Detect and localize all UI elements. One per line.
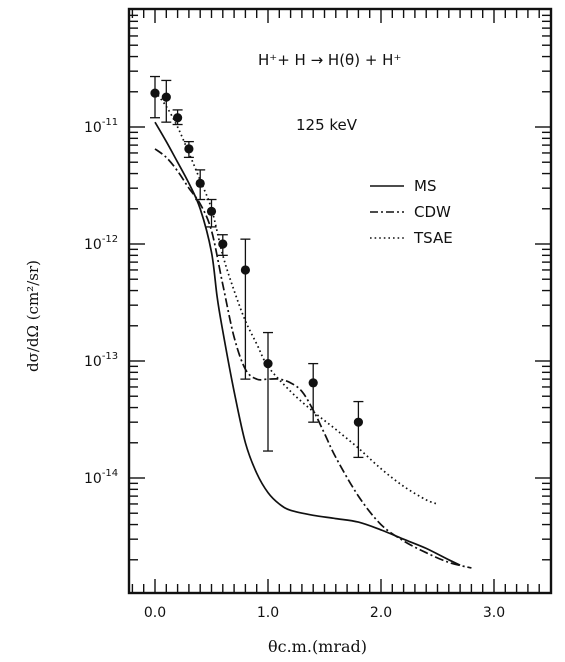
data-point (218, 239, 228, 249)
legend-label-ms: MS (414, 177, 436, 195)
plot-frame (127, 7, 553, 595)
legend-label-cdw: CDW (414, 203, 451, 221)
curve-cdw (154, 148, 472, 569)
data-point (161, 92, 171, 102)
curve-tsae (154, 91, 438, 505)
y-axis-label: dσ/dΩ (cm²/sr) (24, 260, 42, 372)
x-tick-label: 2.0 (370, 605, 392, 621)
reaction-annotation: H⁺+ H → H(θ) + H⁺ (258, 51, 401, 69)
legend-label-tsae: TSAE (413, 229, 453, 247)
data-point (184, 144, 194, 154)
data-points (150, 75, 364, 459)
curves (154, 91, 472, 569)
data-point (173, 113, 183, 123)
y-tick-label: 10-14 (84, 468, 118, 487)
data-point (195, 178, 205, 188)
x-tick-labels: 0.0 1.0 2.0 3.0 (144, 605, 505, 621)
y-tick-labels: 10-11 10-12 10-13 10-14 (84, 117, 118, 487)
energy-annotation: 125 keV (296, 116, 358, 134)
data-point (206, 206, 217, 216)
x-tick-label: 3.0 (483, 605, 505, 621)
y-tick-label: 10-13 (84, 351, 118, 370)
x-axis-label: θc.m.(mrad) (268, 637, 367, 656)
data-point (150, 88, 160, 98)
x-tick-label: 0.0 (144, 605, 166, 621)
axis-ticks (129, 9, 551, 593)
data-point (308, 378, 318, 388)
y-tick-label: 10-12 (84, 234, 118, 253)
data-point (240, 265, 250, 275)
x-tick-label: 1.0 (257, 605, 279, 621)
data-point (263, 359, 273, 369)
data-point (353, 417, 363, 427)
legend: MS CDW TSAE (370, 177, 453, 247)
y-tick-label: 10-11 (84, 117, 118, 136)
